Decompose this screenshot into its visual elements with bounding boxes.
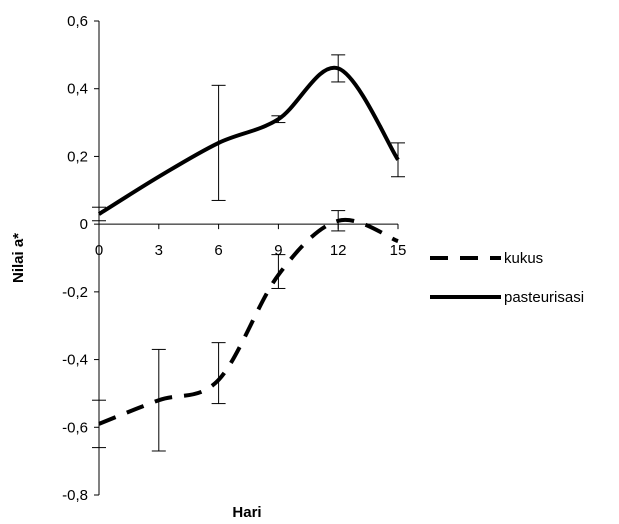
y-tick-label: -0,8 [62,487,88,504]
series-line-kukus [98,217,399,426]
y-axis-title: Nilai a* [10,233,27,283]
legend: kukus pasteurisasi [430,250,584,306]
x-tick-label: 0 [95,242,103,259]
x-tick-label: 9 [274,242,282,259]
x-tick-label: 6 [214,242,222,259]
plot-area: -0,8 -0,6 -0,4 -0,2 0 0,2 0,4 0,6 0 3 6 9 12 15 [62,13,406,504]
x-tick-label: 3 [155,242,163,259]
legend-label-kukus: kukus [504,250,543,267]
y-tick-label: 0,4 [67,81,88,98]
y-tick-label: 0,6 [67,13,88,30]
x-tick-label: 12 [330,242,347,259]
series-line-pasteurisasi [97,65,400,216]
y-tick-label: -0,4 [62,352,88,369]
y-tick-label: -0,6 [62,419,88,436]
y-tick-label: 0 [80,216,88,233]
legend-label-pasteurisasi: pasteurisasi [504,289,584,306]
y-tick-label: -0,2 [62,284,88,301]
y-tick-label: 0,2 [67,148,88,165]
x-tick-label: 15 [390,242,407,259]
x-axis-title: Hari [232,504,261,521]
